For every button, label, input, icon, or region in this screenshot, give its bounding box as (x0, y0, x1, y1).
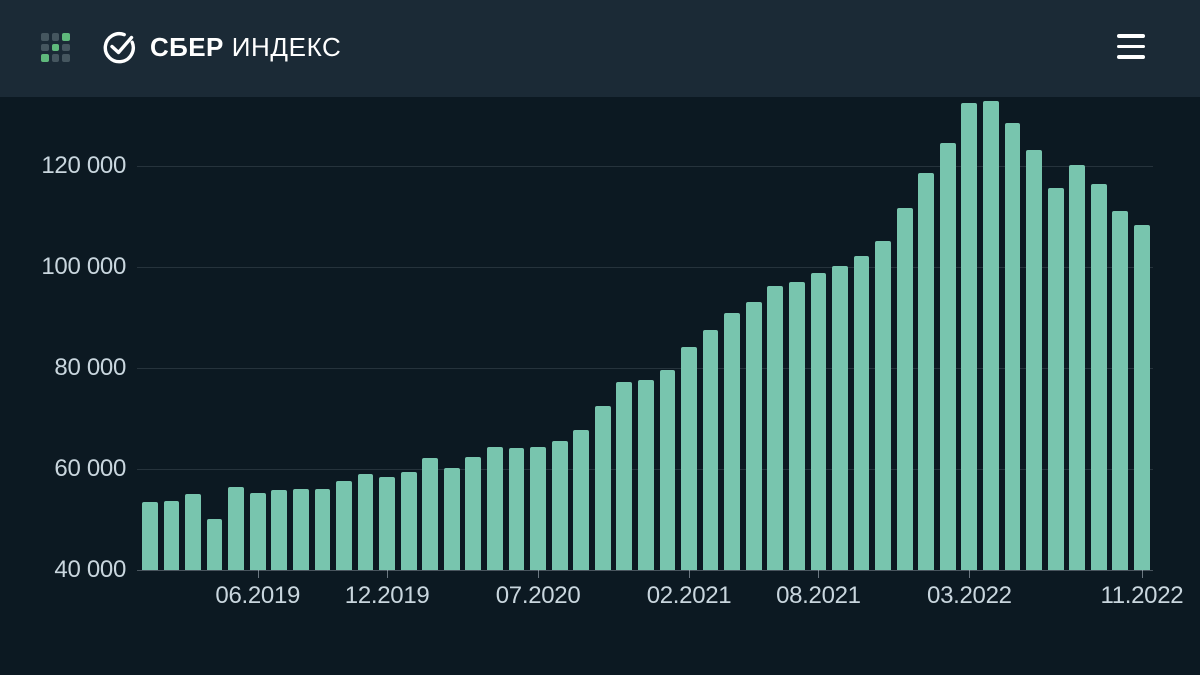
bar-04.2020[interactable] (465, 457, 482, 570)
bar-11.2021[interactable] (875, 240, 891, 570)
y-axis-label: 40 000 (54, 556, 126, 583)
x-tick (387, 570, 389, 578)
bar-07.2022[interactable] (1047, 187, 1064, 570)
bar-06.2021[interactable] (767, 286, 784, 570)
grid-dot (51, 54, 60, 62)
grid-dot (62, 54, 70, 62)
x-tick (257, 570, 259, 578)
gridline-80000 (137, 367, 1153, 369)
x-axis-label: 07.2020 (495, 582, 581, 609)
app-grid-icon[interactable] (41, 33, 71, 62)
bar-02.2019[interactable] (163, 501, 180, 570)
grid-dot (41, 43, 49, 52)
grid-dot-green (62, 33, 70, 41)
sber-logo-icon (103, 32, 135, 64)
brand-primary: СБЕР (150, 32, 224, 62)
x-axis-label: 06.2019 (215, 582, 301, 609)
bar-09.2020[interactable] (573, 430, 590, 570)
bar-06.2019[interactable] (249, 492, 266, 570)
bar-chart: 40 000 60 000 80 000 100 000 120 000 06.2019 1… (0, 97, 1200, 675)
brand-logo[interactable]: СБЕР ИНДЕКС (100, 28, 341, 66)
bar-01.2022[interactable] (918, 173, 935, 570)
bar-11.2019[interactable] (357, 474, 374, 570)
grid-dot (51, 33, 60, 41)
bar-08.2020[interactable] (551, 440, 568, 570)
bar-02.2021[interactable] (681, 346, 697, 570)
bar-05.2021[interactable] (745, 301, 762, 570)
x-tick (818, 570, 820, 578)
bar-03.2019[interactable] (185, 493, 201, 570)
y-axis-label: 120 000 (41, 152, 126, 180)
y-axis-label: 80 000 (54, 354, 126, 382)
bar-07.2020[interactable] (530, 446, 546, 570)
bar-07.2019[interactable] (271, 490, 288, 570)
gridline-100000 (137, 266, 1153, 268)
bar-12.2019[interactable] (379, 476, 395, 570)
bar-09.2021[interactable] (832, 265, 848, 570)
bar-12.2020[interactable] (637, 379, 654, 570)
bar-09.2022[interactable] (1090, 184, 1107, 570)
x-axis-label: 11.2022 (1100, 582, 1184, 609)
x-axis-label: 02.2021 (646, 582, 732, 609)
brand-secondary: ИНДЕКС (231, 32, 342, 62)
x-tick (969, 570, 971, 578)
bar-08.2021[interactable] (810, 273, 827, 570)
bar-02.2022[interactable] (939, 142, 956, 570)
bar-11.2022[interactable] (1133, 224, 1150, 570)
bar-04.2022[interactable] (983, 101, 999, 570)
x-tick (538, 570, 540, 578)
x-axis-label: 08.2021 (776, 582, 861, 609)
bar-06.2020[interactable] (508, 448, 525, 570)
gridline-40000 (137, 569, 1153, 571)
bar-01.2019[interactable] (142, 501, 158, 570)
bar-04.2021[interactable] (724, 312, 741, 570)
grid-dot (62, 43, 70, 52)
bar-08.2022[interactable] (1069, 164, 1086, 570)
bar-11.2020[interactable] (616, 382, 633, 570)
gridline-120000 (137, 165, 1153, 167)
bar-05.2020[interactable] (487, 447, 503, 570)
grid-dot (41, 33, 49, 41)
bar-08.2019[interactable] (292, 488, 309, 570)
grid-dot-green (41, 54, 49, 62)
bar-10.2020[interactable] (594, 406, 611, 570)
bar-10.2019[interactable] (336, 480, 352, 570)
bar-01.2020[interactable] (400, 471, 417, 570)
brand-text: СБЕР ИНДЕКС (150, 28, 341, 66)
x-tick (689, 570, 691, 578)
bar-10.2021[interactable] (853, 256, 870, 570)
bar-04.2019[interactable] (206, 518, 223, 570)
bar-05.2022[interactable] (1004, 122, 1021, 570)
bar-05.2019[interactable] (228, 486, 245, 570)
bar-03.2021[interactable] (702, 329, 719, 570)
bar-02.2020[interactable] (422, 458, 439, 570)
x-axis-label: 03.2022 (927, 582, 1012, 609)
y-axis-label: 60 000 (54, 455, 126, 483)
y-axis-label: 100 000 (41, 253, 126, 281)
grid-dot-green (51, 43, 60, 52)
hamburger-menu-icon[interactable] (1117, 31, 1146, 62)
bar-03.2020[interactable] (443, 468, 460, 570)
bar-10.2022[interactable] (1112, 210, 1129, 570)
header: СБЕР ИНДЕКС (0, 0, 1200, 97)
x-axis-label: 12.2019 (344, 582, 430, 609)
bar-09.2019[interactable] (314, 489, 331, 570)
bar-01.2021[interactable] (659, 369, 676, 570)
bar-03.2022[interactable] (961, 103, 978, 570)
bar-07.2021[interactable] (788, 282, 805, 570)
x-tick (1141, 570, 1143, 578)
bar-12.2021[interactable] (896, 207, 913, 570)
bar-06.2022[interactable] (1026, 149, 1042, 570)
